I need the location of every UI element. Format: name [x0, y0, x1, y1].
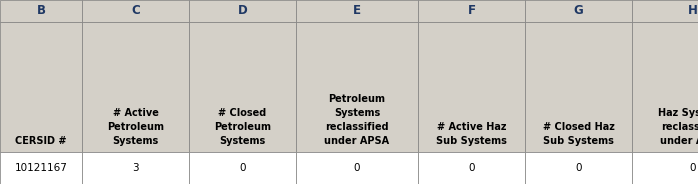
Text: 0: 0 [354, 163, 360, 173]
Bar [296, 0, 418, 22]
Text: CERSID #: CERSID # [15, 136, 67, 146]
Bar [525, 22, 632, 152]
Bar [82, 152, 189, 184]
Bar [82, 0, 189, 22]
Bar [418, 152, 525, 184]
Text: C: C [131, 4, 140, 17]
Bar [296, 22, 418, 152]
Text: 0: 0 [690, 163, 696, 173]
Text: Haz Systems
reclassified
under APSA: Haz Systems reclassified under APSA [658, 108, 698, 146]
Bar [82, 22, 189, 152]
Bar [525, 0, 632, 22]
Bar [0, 0, 82, 22]
Text: 3: 3 [132, 163, 139, 173]
Bar [0, 22, 82, 152]
Bar [189, 0, 296, 22]
Text: F: F [468, 4, 475, 17]
Bar [296, 152, 418, 184]
Bar [189, 22, 296, 152]
Bar [632, 22, 698, 152]
Text: Petroleum
Systems
reclassified
under APSA: Petroleum Systems reclassified under APS… [325, 94, 389, 146]
Text: # Active Haz
Sub Systems: # Active Haz Sub Systems [436, 122, 507, 146]
Text: H: H [688, 4, 698, 17]
Bar [0, 152, 82, 184]
Bar [632, 0, 698, 22]
Text: 0: 0 [575, 163, 581, 173]
Text: 10121167: 10121167 [15, 163, 68, 173]
Text: 0: 0 [239, 163, 246, 173]
Text: B: B [36, 4, 45, 17]
Text: G: G [574, 4, 584, 17]
Bar [418, 22, 525, 152]
Text: D: D [237, 4, 247, 17]
Bar [632, 152, 698, 184]
Text: # Closed
Petroleum
Systems: # Closed Petroleum Systems [214, 108, 271, 146]
Bar [525, 152, 632, 184]
Text: 0: 0 [468, 163, 475, 173]
Text: # Active
Petroleum
Systems: # Active Petroleum Systems [107, 108, 164, 146]
Bar [418, 0, 525, 22]
Text: E: E [353, 4, 361, 17]
Text: # Closed Haz
Sub Systems: # Closed Haz Sub Systems [542, 122, 614, 146]
Bar [189, 152, 296, 184]
